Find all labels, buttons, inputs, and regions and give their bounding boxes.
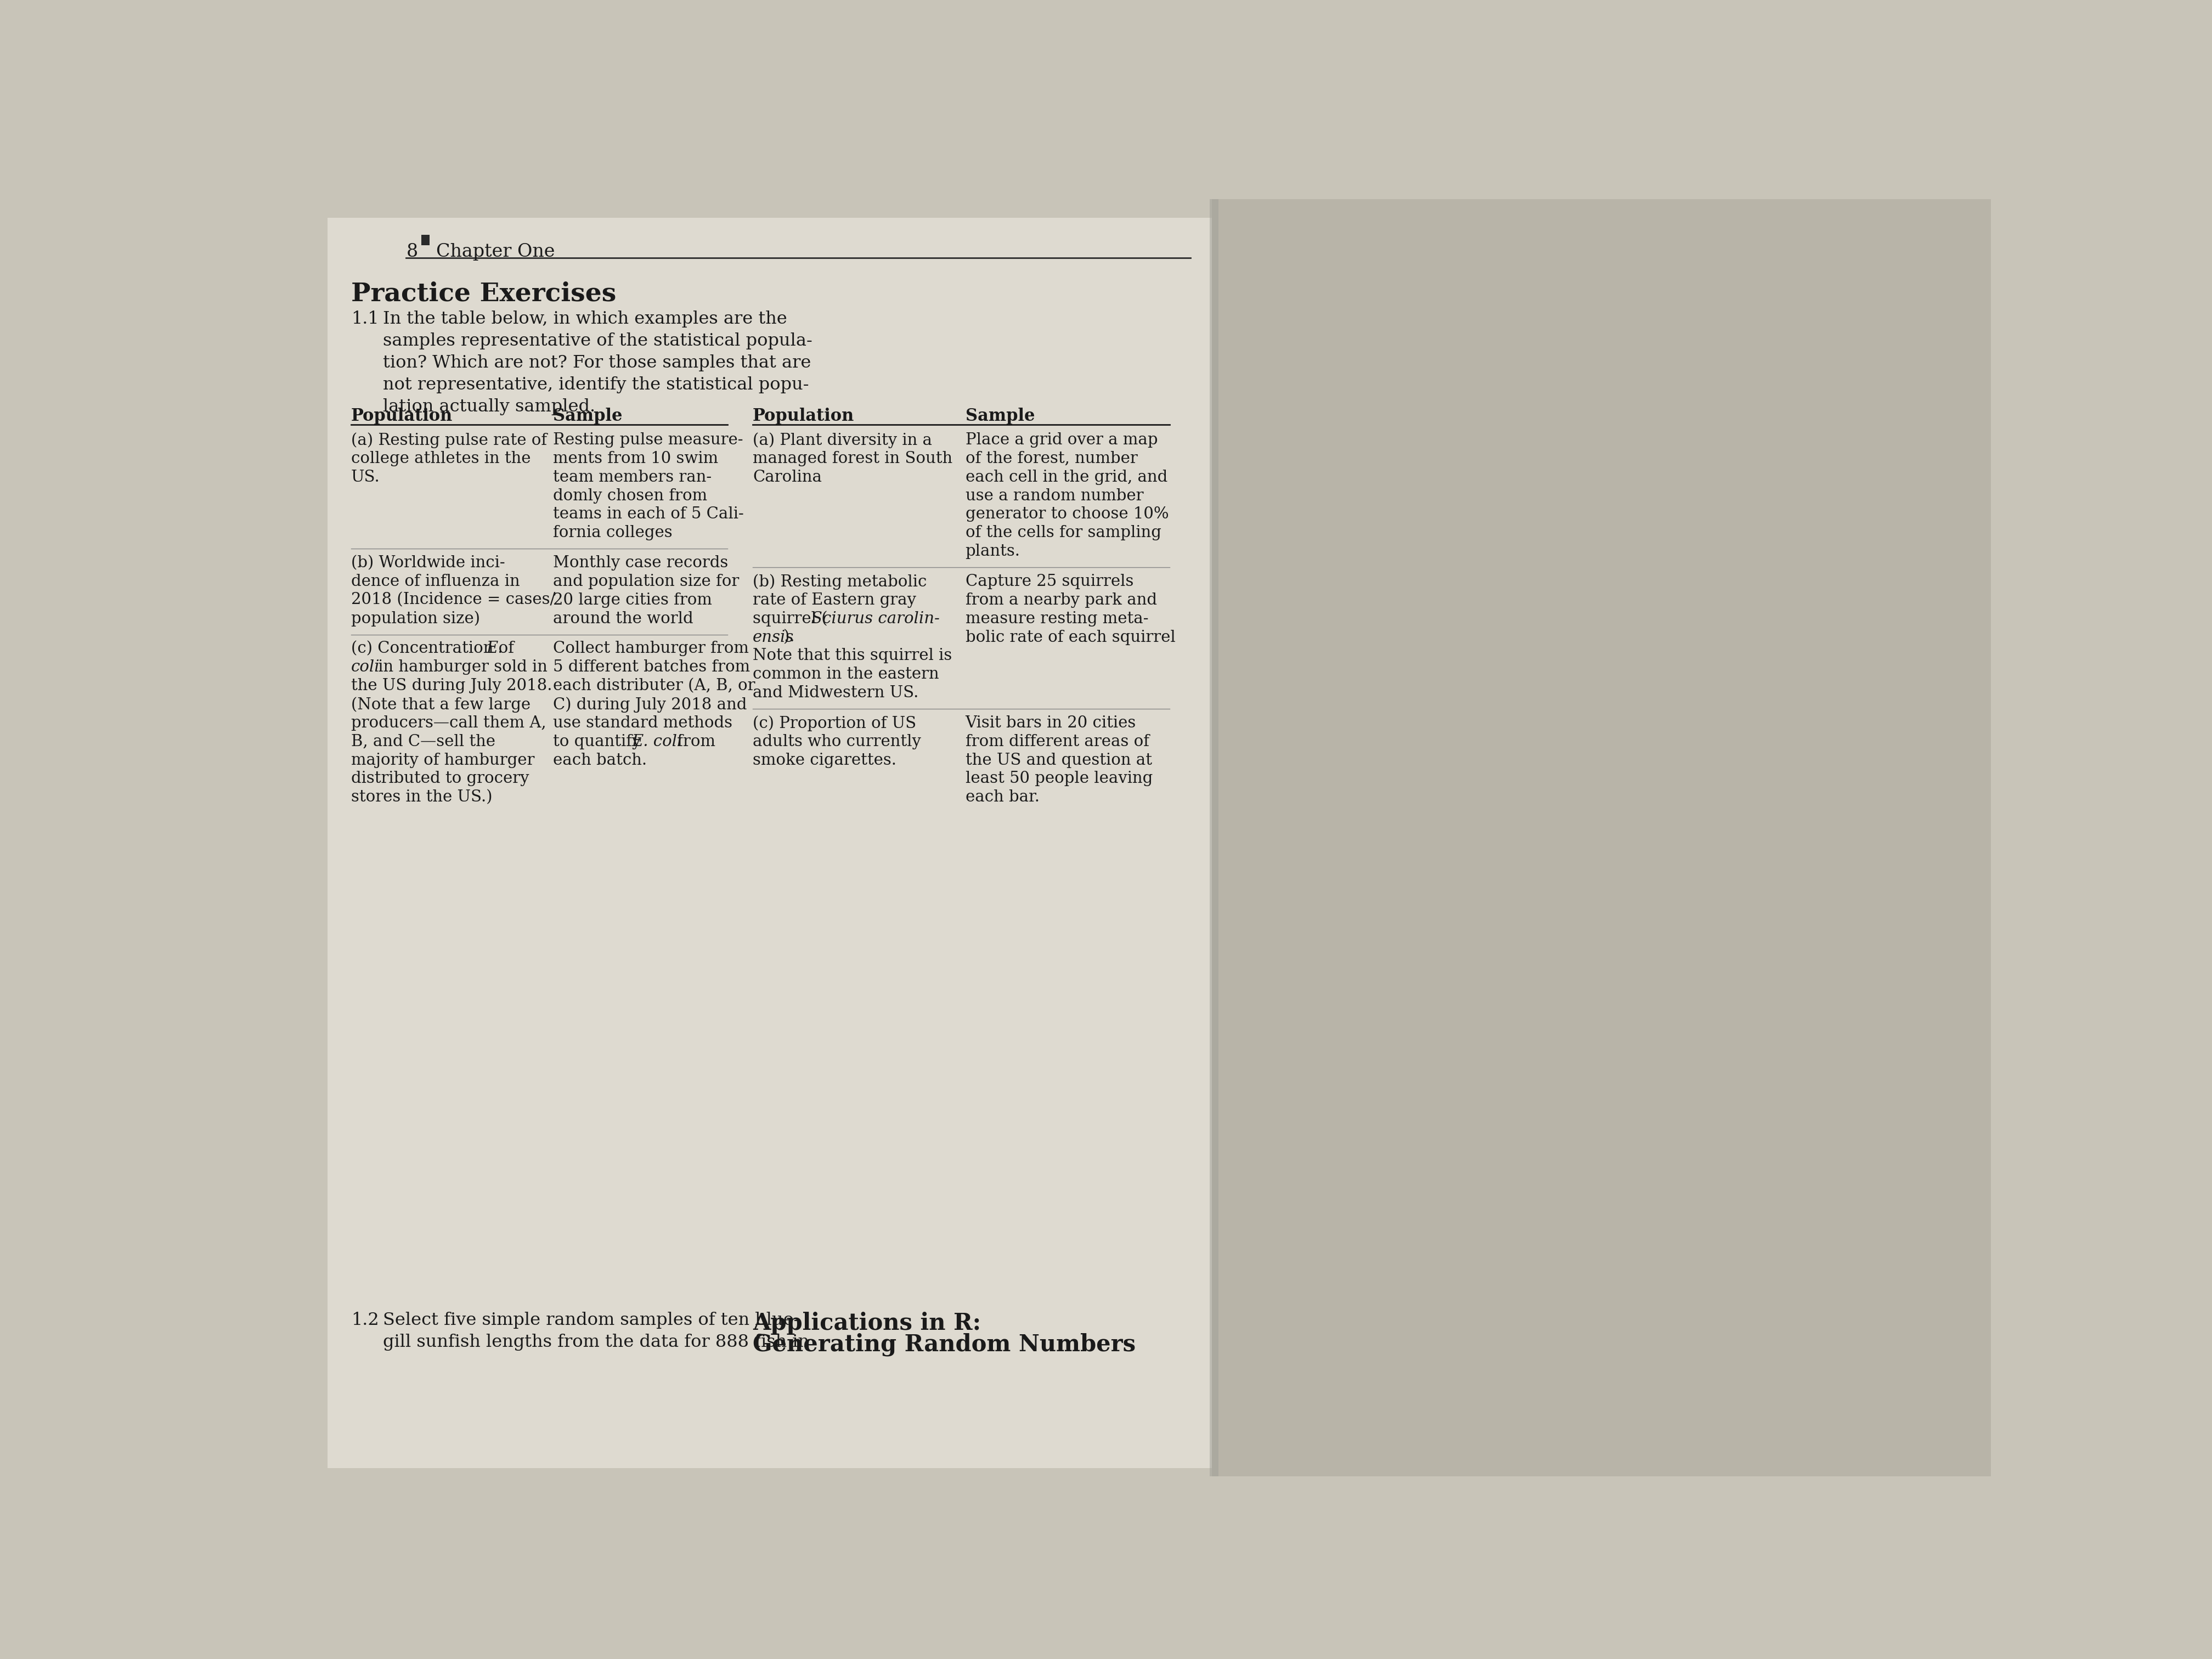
Text: (c) Proportion of US: (c) Proportion of US <box>752 715 916 732</box>
Text: from: from <box>672 733 714 750</box>
Text: of the forest, number: of the forest, number <box>964 451 1137 466</box>
Text: lation actually sampled.: lation actually sampled. <box>383 398 595 415</box>
Text: stores in the US.): stores in the US.) <box>352 790 493 805</box>
Text: Generating Random Numbers: Generating Random Numbers <box>752 1332 1135 1355</box>
Text: producers—call them A,: producers—call them A, <box>352 715 546 730</box>
Text: generator to choose 10%: generator to choose 10% <box>964 506 1168 523</box>
Text: B, and C—sell the: B, and C—sell the <box>352 733 495 750</box>
Text: ).: ). <box>783 629 794 645</box>
Text: each bar.: each bar. <box>964 790 1040 805</box>
Text: 1.1: 1.1 <box>352 310 378 327</box>
Text: coli: coli <box>352 660 380 675</box>
Text: (c) Concentration of: (c) Concentration of <box>352 640 520 657</box>
Text: managed forest in South: managed forest in South <box>752 451 953 466</box>
Text: (a) Plant diversity in a: (a) Plant diversity in a <box>752 433 931 448</box>
Text: least 50 people leaving: least 50 people leaving <box>964 771 1152 786</box>
Text: use a random number: use a random number <box>964 488 1144 503</box>
Text: smoke cigarettes.: smoke cigarettes. <box>752 753 896 768</box>
Text: common in the eastern: common in the eastern <box>752 667 940 682</box>
Text: use standard methods: use standard methods <box>553 715 732 730</box>
Text: majority of hamburger: majority of hamburger <box>352 753 535 768</box>
Text: Sample: Sample <box>553 408 622 425</box>
Text: Chapter One: Chapter One <box>436 242 555 260</box>
Text: (b) Worldwide inci-: (b) Worldwide inci- <box>352 556 504 571</box>
Text: of the cells for sampling: of the cells for sampling <box>964 526 1161 541</box>
Text: the US and question at: the US and question at <box>964 753 1152 768</box>
Text: In the table below, in which examples are the: In the table below, in which examples ar… <box>383 310 787 327</box>
Text: not representative, identify the statistical popu-: not representative, identify the statist… <box>383 377 810 393</box>
Text: Note that this squirrel is: Note that this squirrel is <box>752 649 951 664</box>
Text: each distributer (A, B, or: each distributer (A, B, or <box>553 679 754 693</box>
Text: 1.2: 1.2 <box>352 1312 378 1329</box>
Bar <box>420 236 429 246</box>
Text: tion? Which are not? For those samples that are: tion? Which are not? For those samples t… <box>383 355 812 372</box>
Text: Practice Exercises: Practice Exercises <box>352 280 617 307</box>
Text: Applications in R:: Applications in R: <box>752 1312 980 1335</box>
Text: 20 large cities from: 20 large cities from <box>553 592 712 607</box>
Text: Select five simple random samples of ten blue-: Select five simple random samples of ten… <box>383 1312 799 1329</box>
Text: plants.: plants. <box>964 544 1020 559</box>
Text: Sample: Sample <box>964 408 1035 425</box>
Text: measure resting meta-: measure resting meta- <box>964 611 1148 627</box>
Text: ensis: ensis <box>752 629 794 645</box>
Text: from a nearby park and: from a nearby park and <box>964 592 1157 607</box>
Text: squirrel (: squirrel ( <box>752 611 827 627</box>
Text: the US during July 2018.: the US during July 2018. <box>352 679 553 693</box>
Text: each batch.: each batch. <box>553 753 646 768</box>
Text: and Midwestern US.: and Midwestern US. <box>752 685 918 700</box>
Text: (Note that a few large: (Note that a few large <box>352 697 531 712</box>
Text: adults who currently: adults who currently <box>752 733 920 750</box>
Text: teams in each of 5 Cali-: teams in each of 5 Cali- <box>553 506 743 523</box>
Text: Monthly case records: Monthly case records <box>553 556 728 571</box>
Text: fornia colleges: fornia colleges <box>553 526 672 541</box>
Text: and population size for: and population size for <box>553 574 739 589</box>
Text: distributed to grocery: distributed to grocery <box>352 771 529 786</box>
Text: Population: Population <box>352 408 453 425</box>
Text: dence of influenza in: dence of influenza in <box>352 574 520 589</box>
Text: US.: US. <box>352 469 380 484</box>
Text: ments from 10 swim: ments from 10 swim <box>553 451 719 466</box>
Text: Visit bars in 20 cities: Visit bars in 20 cities <box>964 715 1137 730</box>
Text: 2018 (Incidence = cases/: 2018 (Incidence = cases/ <box>352 592 555 607</box>
Text: (b) Resting metabolic: (b) Resting metabolic <box>752 574 927 589</box>
Text: E.: E. <box>487 640 502 657</box>
Bar <box>1210 199 1219 1477</box>
Text: from different areas of: from different areas of <box>964 733 1148 750</box>
Text: Place a grid over a map: Place a grid over a map <box>964 433 1157 448</box>
Text: gill sunfish lengths from the data for 888 fish in: gill sunfish lengths from the data for 8… <box>383 1334 810 1350</box>
Text: bolic rate of each squirrel: bolic rate of each squirrel <box>964 629 1175 645</box>
Text: (a) Resting pulse rate of: (a) Resting pulse rate of <box>352 433 546 448</box>
Text: Population: Population <box>752 408 854 425</box>
Text: C) during July 2018 and: C) during July 2018 and <box>553 697 748 712</box>
Text: population size): population size) <box>352 611 480 627</box>
Text: around the world: around the world <box>553 611 692 627</box>
Text: Capture 25 squirrels: Capture 25 squirrels <box>964 574 1133 589</box>
Text: domly chosen from: domly chosen from <box>553 488 708 503</box>
Text: 8: 8 <box>407 242 418 260</box>
Text: college athletes in the: college athletes in the <box>352 451 531 466</box>
Text: each cell in the grid, and: each cell in the grid, and <box>964 469 1168 484</box>
Text: E. coli: E. coli <box>633 733 684 750</box>
Text: Resting pulse measure-: Resting pulse measure- <box>553 433 743 448</box>
Bar <box>1212 199 1991 1477</box>
Text: rate of Eastern gray: rate of Eastern gray <box>752 592 916 607</box>
Text: team members ran-: team members ran- <box>553 469 712 484</box>
Text: to quantify: to quantify <box>553 733 646 750</box>
Bar <box>327 217 1212 1468</box>
Text: 5 different batches from: 5 different batches from <box>553 660 750 675</box>
Text: Sciurus carolin-: Sciurus carolin- <box>812 611 940 627</box>
Text: in hamburger sold in: in hamburger sold in <box>374 660 546 675</box>
Text: Carolina: Carolina <box>752 469 823 484</box>
Text: samples representative of the statistical popula-: samples representative of the statistica… <box>383 332 812 350</box>
Text: Collect hamburger from: Collect hamburger from <box>553 640 748 657</box>
